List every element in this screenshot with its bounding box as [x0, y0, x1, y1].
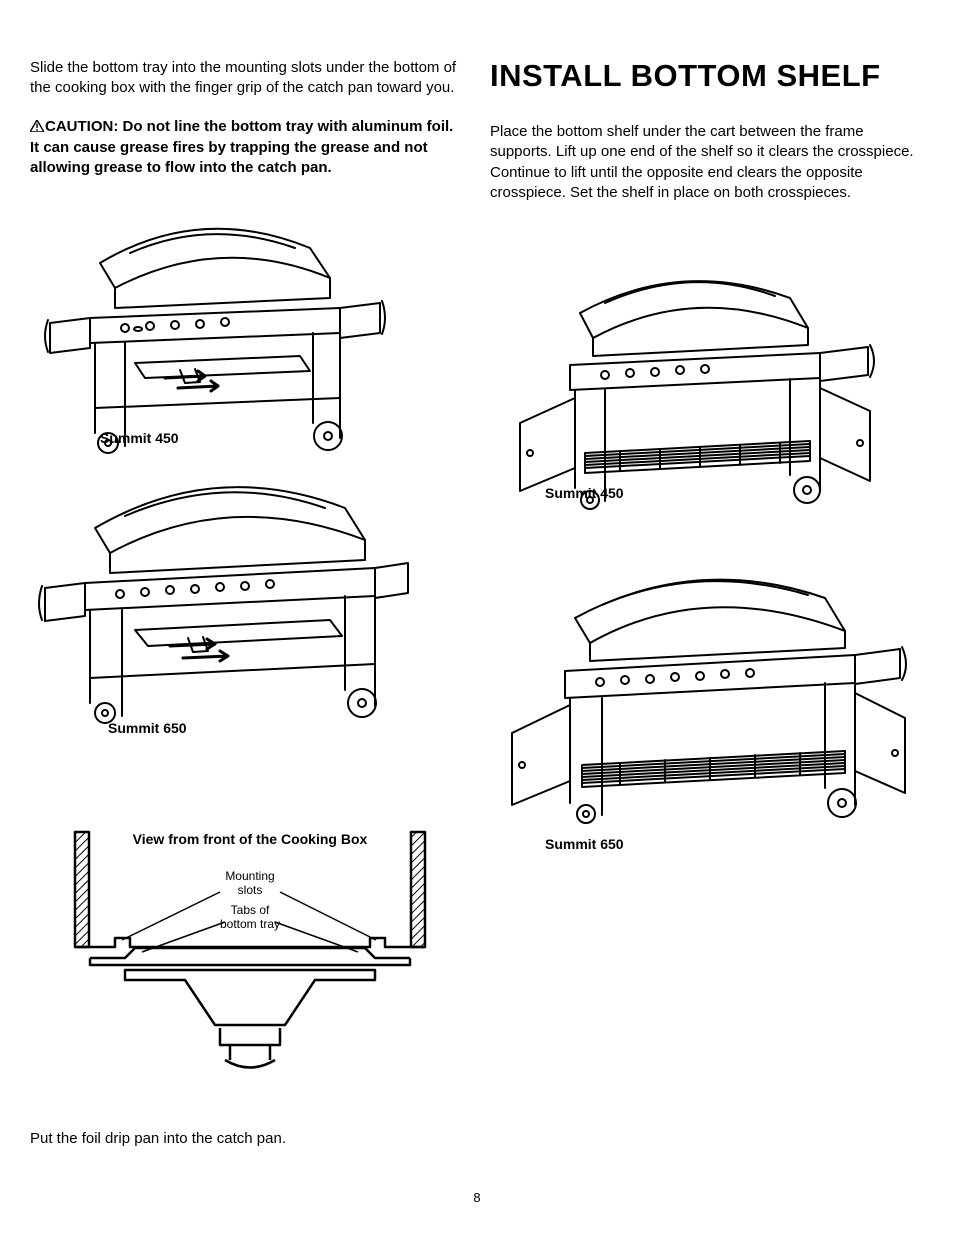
fig-label-summit-450-right: Summit 450	[545, 485, 624, 501]
label-tabs-1: Tabs of	[231, 903, 270, 917]
caution-label: CAUTION:	[45, 118, 118, 135]
figure-summit-450-shelf	[490, 253, 920, 523]
figure-summit-650-shelf	[490, 553, 920, 843]
fig-label-summit-450-left: Summit 450	[100, 430, 179, 446]
warning-icon	[30, 118, 44, 138]
right-body-text: Place the bottom shelf under the cart be…	[490, 122, 920, 203]
label-tabs-2: bottom tray	[220, 917, 280, 931]
page-number: 8	[0, 1190, 954, 1205]
fig-label-summit-650-left: Summit 650	[108, 720, 187, 736]
caution-text: CAUTION: Do not line the bottom tray wit…	[30, 117, 460, 179]
figure-cooking-box-cross-section: View from front of the Cooking Box Mount…	[70, 830, 430, 1090]
cross-section-title: View from front of the Cooking Box	[133, 831, 368, 847]
figure-summit-450-tray	[30, 208, 460, 458]
section-heading: INSTALL BOTTOM SHELF	[490, 58, 920, 94]
label-mounting-slots-1: Mounting	[225, 869, 274, 883]
figure-summit-650-tray	[30, 468, 460, 728]
footer-text: Put the foil drip pan into the catch pan…	[30, 1130, 286, 1147]
intro-text: Slide the bottom tray into the mounting …	[30, 58, 460, 99]
fig-label-summit-650-right: Summit 650	[545, 836, 624, 852]
label-mounting-slots-2: slots	[238, 883, 263, 897]
